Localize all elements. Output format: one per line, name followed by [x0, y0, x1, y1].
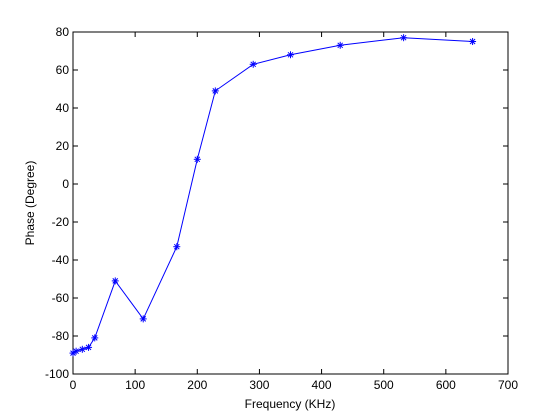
- y-tick-label: -100: [45, 367, 69, 381]
- y-tick-label: 80: [56, 25, 70, 39]
- x-tick-label: 300: [249, 378, 269, 392]
- y-tick-label: 40: [56, 101, 70, 115]
- x-tick-label: 400: [312, 378, 332, 392]
- y-tick-label: -20: [52, 215, 70, 229]
- y-tick-label: 20: [56, 139, 70, 153]
- y-tick-label: -60: [52, 291, 70, 305]
- x-tick-label: 100: [125, 378, 145, 392]
- data-point-marker: [85, 344, 92, 351]
- x-tick-label: 600: [436, 378, 456, 392]
- data-point-marker: [400, 34, 407, 41]
- x-tick-label: 0: [70, 378, 77, 392]
- plot-area: [73, 32, 508, 374]
- data-point-marker: [250, 61, 257, 68]
- data-point-marker: [194, 156, 201, 163]
- series-line: [73, 38, 473, 353]
- y-tick-label: 60: [56, 63, 70, 77]
- data-point-marker: [79, 346, 86, 353]
- data-point-marker: [337, 42, 344, 49]
- y-axis: -100 -80 -60 -40 -20 0 20 40 60 80: [45, 25, 508, 381]
- data-point-marker: [287, 51, 294, 58]
- data-point-marker: [73, 348, 80, 355]
- y-axis-title: Phase (Degree): [23, 161, 37, 246]
- y-tick-label: 0: [62, 177, 69, 191]
- x-axis-title: Frequency (KHz): [245, 397, 336, 411]
- data-point-marker: [91, 334, 98, 341]
- data-point-marker: [469, 38, 476, 45]
- x-tick-label: 700: [498, 378, 518, 392]
- data-point-marker: [212, 87, 219, 94]
- data-point-marker: [173, 243, 180, 250]
- x-axis: 0 100 200 300 400 500 600 700: [70, 32, 519, 392]
- y-tick-label: -40: [52, 253, 70, 267]
- x-tick-label: 500: [374, 378, 394, 392]
- data-point-marker: [140, 315, 147, 322]
- x-tick-label: 200: [187, 378, 207, 392]
- data-point-marker: [112, 277, 119, 284]
- series-layer: [70, 34, 477, 356]
- y-tick-label: -80: [52, 329, 70, 343]
